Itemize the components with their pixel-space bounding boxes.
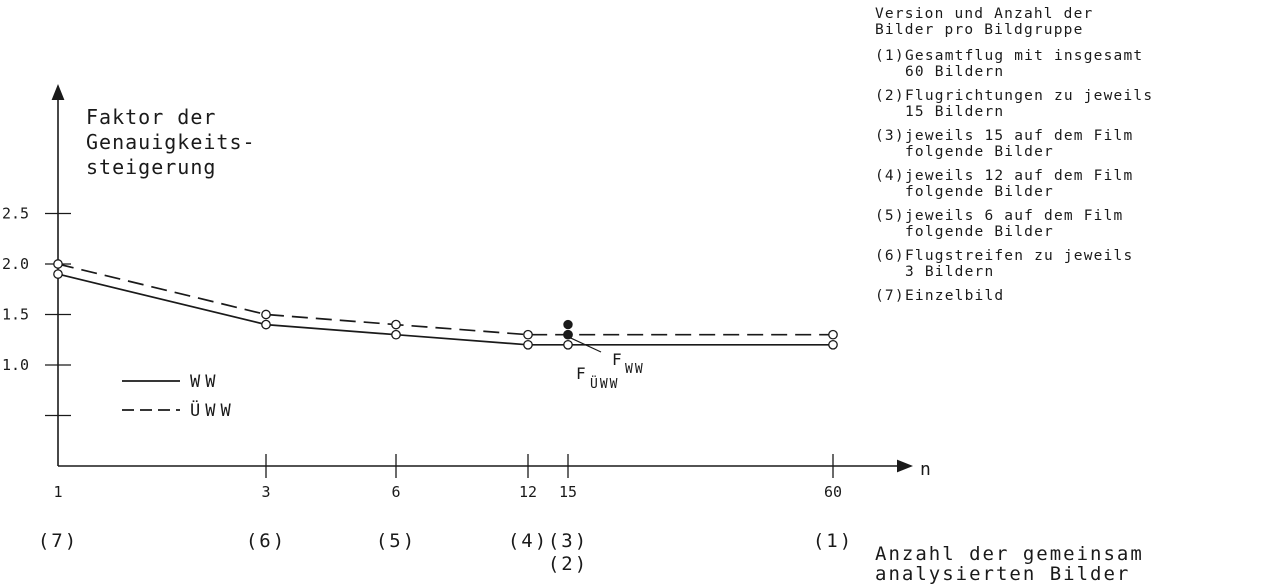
legend-panel-item-text: Flugrichtungen zu jeweils 15 Bildern — [905, 88, 1154, 120]
data-point — [261, 319, 271, 330]
legend-panel-item-number: (7) — [875, 288, 905, 304]
legend-label: ÜWW — [190, 399, 236, 421]
legend-panel-item-number: (5) — [875, 208, 905, 224]
x-tick-label: 3 — [261, 483, 270, 501]
legend-panel-item-text: Flugstreifen zu jeweils 3 Bildern — [905, 248, 1134, 280]
series-line — [57, 263, 833, 336]
legend-panel-item-number: (6) — [875, 248, 905, 264]
legend-panel-item-text: jeweils 15 auf dem Film folgende Bilder — [905, 128, 1134, 160]
group-label: (1) — [813, 530, 853, 552]
x-tick-label: 60 — [824, 483, 842, 501]
annotation-point — [563, 330, 573, 340]
group-label: (3) (2) — [548, 530, 588, 575]
legend-panel: Version und Anzahl der Bilder pro Bildgr… — [875, 6, 1265, 312]
data-point — [261, 309, 271, 320]
x-tick-label: 6 — [391, 483, 400, 501]
data-point — [53, 259, 63, 269]
legend-panel-item-number: (4) — [875, 168, 905, 184]
group-label: (7) — [38, 530, 78, 552]
annotation-leader — [569, 337, 602, 353]
legend-panel-item-text: Gesamtflug mit insgesamt 60 Bildern — [905, 48, 1144, 80]
x-tick-label: 12 — [519, 483, 537, 501]
x-tick-label: 15 — [559, 483, 577, 501]
data-point — [391, 329, 401, 340]
annotation-label: F — [612, 350, 625, 369]
legend-panel-title: Version und Anzahl der Bilder pro Bildgr… — [875, 6, 1094, 38]
data-point — [563, 339, 573, 350]
legend-panel-item: (7) Einzelbild — [875, 288, 1265, 304]
legend-panel-item: (5) jeweils 6 auf dem Film folgende Bilde… — [875, 208, 1265, 240]
data-point — [391, 319, 401, 330]
legend-panel-item: (1) Gesamtflug mit insgesamt 60 Bildern — [875, 48, 1265, 80]
legend-panel-item-text: Einzelbild — [905, 288, 1005, 304]
group-label: (4) — [508, 530, 548, 552]
x-axis-title: Anzahl der gemeinsam analysierten Bilder — [875, 543, 1144, 585]
data-point — [828, 339, 838, 350]
legend-panel-item: (3) jeweils 15 auf dem Film folgende Bild… — [875, 128, 1265, 160]
y-tick-label: 1.0 — [2, 356, 29, 374]
legend-panel-item-text: jeweils 6 auf dem Film folgende Bilder — [905, 208, 1124, 240]
y-axis-title: Faktor der Genauigkeits-steigerung — [86, 105, 256, 179]
data-point — [828, 329, 838, 340]
group-label: (6) — [246, 530, 286, 552]
group-label: (5) — [376, 530, 416, 552]
data-point — [53, 269, 63, 279]
legend-panel-item: (2) Flugrichtungen zu jeweils 15 Bildern — [875, 88, 1265, 120]
annotation-label: F — [576, 364, 589, 383]
legend-panel-item-number: (3) — [875, 128, 905, 144]
legend-label: WW — [190, 372, 220, 392]
annotation-point — [563, 319, 573, 330]
y-tick-label: 2.5 — [2, 205, 29, 223]
legend-panel-item-text: jeweils 12 auf dem Film folgende Bilder — [905, 168, 1134, 200]
data-point — [523, 339, 533, 350]
legend-panel-item-number: (2) — [875, 88, 905, 104]
legend-panel-item-number: (1) — [875, 48, 905, 64]
x-axis-symbol: n — [920, 459, 931, 480]
data-point — [523, 329, 533, 340]
x-tick-label: 1 — [53, 483, 62, 501]
legend-panel-item: (6) Flugstreifen zu jeweils 3 Bildern — [875, 248, 1265, 280]
series-line — [57, 273, 833, 346]
y-tick-label: 1.5 — [2, 306, 29, 324]
y-tick-label: 2.0 — [2, 255, 29, 273]
legend-panel-item: (4) jeweils 12 auf dem Film folgende Bild… — [875, 168, 1265, 200]
annotation-label-sub: WW — [625, 362, 645, 377]
annotation-label-sub: ÜWW — [590, 375, 619, 392]
